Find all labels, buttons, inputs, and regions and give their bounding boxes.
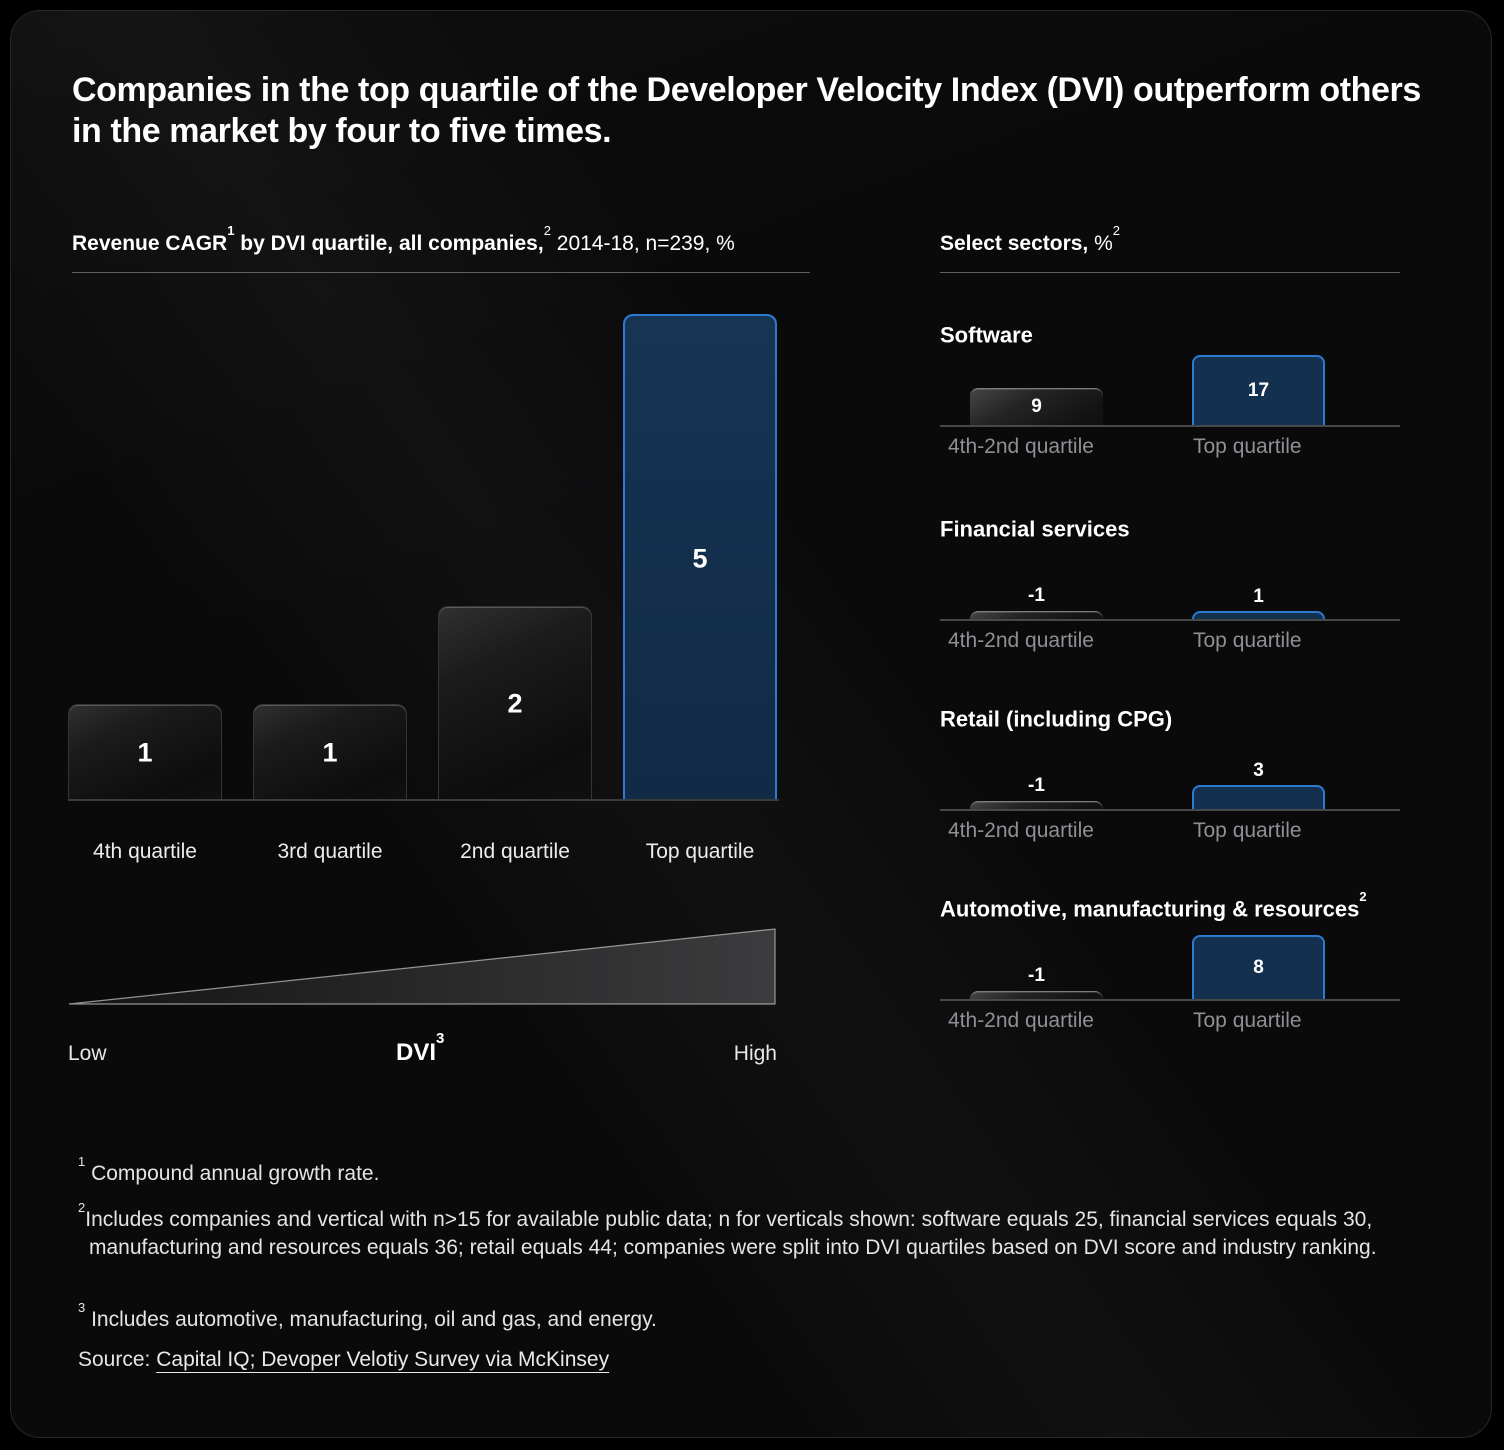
sector-panel-heading-bold: Select sectors,	[940, 232, 1089, 255]
sector-software: Software 9 17 4th-2nd quartile Top quartil…	[940, 316, 1400, 461]
sector-bar-top-quartile: 8	[1192, 935, 1325, 1000]
bar-value-label: 5	[692, 543, 708, 573]
footnote-2-text: Includes companies and vertical with n>1…	[85, 1208, 1377, 1259]
superscript-1: 1	[227, 223, 235, 238]
sector-bar-4th-2nd-quartile: -1	[970, 775, 1103, 810]
sector-financial-services: Financial services -1 1 4th-2nd quartile T…	[940, 510, 1400, 655]
sector-bar-value: 8	[1253, 957, 1264, 979]
dvi-gradient-wedge	[68, 926, 777, 1006]
sector-bar-4th-2nd-quartile: -1	[970, 965, 1103, 1000]
source-link[interactable]: Capital IQ; Devoper Velotiy Survey via M…	[156, 1348, 610, 1371]
sector-bar-value: 1	[1253, 586, 1264, 608]
main-chart-x-labels: 4th quartile 3rd quartile 2nd quartile Top …	[68, 840, 777, 864]
sector-bar-value: 3	[1253, 760, 1264, 782]
source-line: Source: Capital IQ; Devoper Velotiy Surv…	[78, 1346, 609, 1374]
sector-title: Software	[940, 316, 1400, 349]
sector-category-label: Top quartile	[1193, 435, 1302, 459]
sector-category-label: 4th-2nd quartile	[948, 435, 1094, 459]
wedge-triangle	[68, 928, 776, 1005]
dvi-axis-low-label: Low	[68, 1042, 107, 1065]
sector-category-labels: 4th-2nd quartile Top quartile	[940, 435, 1400, 461]
main-bar-top-quartile: 5	[623, 314, 777, 801]
sector-title-text: Financial services	[940, 516, 1130, 542]
bar-value-label: 1	[322, 737, 338, 768]
page-title: Companies in the top quartile of the Dev…	[72, 71, 1421, 151]
sector-category-label: 4th-2nd quartile	[948, 1009, 1094, 1033]
x-axis-label-top-quartile: Top quartile	[645, 840, 755, 863]
sector-bar-value: -1	[1028, 965, 1045, 987]
sector-category-label: 4th-2nd quartile	[948, 629, 1094, 653]
footnote-3-text: Includes automotive, manufacturing, oil …	[91, 1308, 657, 1331]
superscript-2: 2	[1112, 223, 1121, 238]
sector-mini-chart: -1 3	[940, 737, 1400, 812]
main-bar-3rd-quartile: 1	[253, 704, 407, 801]
sector-category-label: Top quartile	[1193, 819, 1302, 843]
left-heading-divider	[72, 272, 810, 273]
sector-bar-value: -1	[1028, 585, 1045, 607]
sector-panel-heading: Select sectors, %2	[940, 223, 1120, 256]
sector-mini-chart: 9 17	[940, 353, 1400, 428]
footnote-3: 3 Includes automotive, manufacturing, oi…	[78, 1300, 657, 1334]
sector-title: Financial services	[940, 510, 1400, 543]
x-axis-label-3rd-quartile: 3rd quartile	[277, 840, 383, 863]
left-chart-heading-bold2: by DVI quartile, all companies,	[234, 232, 544, 255]
source-label: Source:	[78, 1348, 157, 1371]
main-bar-4th-quartile: 1	[68, 704, 222, 801]
footnote-2-superscript: 2	[78, 1200, 86, 1215]
sector-category-label: Top quartile	[1193, 1009, 1302, 1033]
sector-bar-value: -1	[1028, 775, 1045, 797]
sector-category-label: 4th-2nd quartile	[948, 819, 1094, 843]
sector-category-labels: 4th-2nd quartile Top quartile	[940, 1009, 1400, 1035]
sector-panel-heading-regular: %	[1088, 232, 1113, 255]
sector-title-text: Automotive, manufacturing & resources	[940, 896, 1360, 922]
sector-retail: Retail (including CPG) -1 3 4th-2nd quart…	[940, 700, 1400, 845]
sector-title: Retail (including CPG)	[940, 700, 1400, 733]
sector-category-labels: 4th-2nd quartile Top quartile	[940, 629, 1400, 655]
sector-heading-divider	[940, 272, 1400, 273]
x-axis-label-4th-quartile: 4th quartile	[93, 840, 197, 863]
sector-title: Automotive, manufacturing & resources2	[940, 889, 1400, 923]
dvi-axis-high-label: High	[733, 1042, 777, 1065]
main-chart-baseline	[68, 799, 779, 801]
left-chart-heading-regular: 2014-18, n=239, %	[550, 232, 735, 255]
sector-bar-value: 17	[1247, 380, 1270, 402]
sector-mini-chart: -1 8	[940, 927, 1400, 1002]
sector-category-label: Top quartile	[1193, 629, 1302, 653]
footnote-1-superscript: 1	[78, 1154, 86, 1169]
infographic-card	[10, 10, 1492, 1438]
footnote-3-superscript: 3	[78, 1300, 86, 1315]
dvi-axis-row: Low DVI3 High	[68, 1030, 777, 1067]
sector-bar-4th-2nd-quartile: -1	[970, 585, 1103, 620]
sector-mini-chart: -1 1	[940, 547, 1400, 622]
footnote-1-text: Compound annual growth rate.	[91, 1162, 380, 1185]
x-axis-label-2nd-quartile: 2nd quartile	[460, 840, 570, 863]
sector-bar-top-quartile: 17	[1192, 355, 1325, 426]
left-chart-heading-bold: Revenue CAGR	[72, 232, 228, 255]
dvi-axis-title-text: DVI	[395, 1039, 436, 1066]
superscript-3: 3	[436, 1030, 445, 1047]
sector-bar-top-quartile: 3	[1192, 760, 1325, 810]
left-chart-heading: Revenue CAGR1 by DVI quartile, all compa…	[72, 223, 735, 256]
sector-bar-4th-2nd-quartile: 9	[970, 388, 1103, 426]
bar-value-label: 1	[137, 737, 153, 768]
sector-automotive-manufacturing-resources: Automotive, manufacturing & resources2 -…	[940, 889, 1400, 1035]
footnote-1: 1 Compound annual growth rate.	[78, 1154, 379, 1188]
sector-bar-top-quartile: 1	[1192, 586, 1325, 620]
sector-title-text: Retail (including CPG)	[940, 706, 1173, 732]
dvi-axis-title: DVI3	[395, 1030, 444, 1067]
main-bar-chart: 1 1 2 5	[68, 314, 777, 801]
sector-title-text: Software	[940, 322, 1033, 348]
bar-value-label: 2	[507, 688, 523, 719]
superscript-2: 2	[543, 223, 551, 238]
footnote-2: 2Includes companies and vertical with n>…	[78, 1200, 1421, 1262]
sector-bar-value: 9	[1031, 396, 1042, 418]
sector-category-labels: 4th-2nd quartile Top quartile	[940, 819, 1400, 845]
main-bar-2nd-quartile: 2	[438, 606, 592, 801]
sector-title-superscript: 2	[1359, 889, 1367, 904]
